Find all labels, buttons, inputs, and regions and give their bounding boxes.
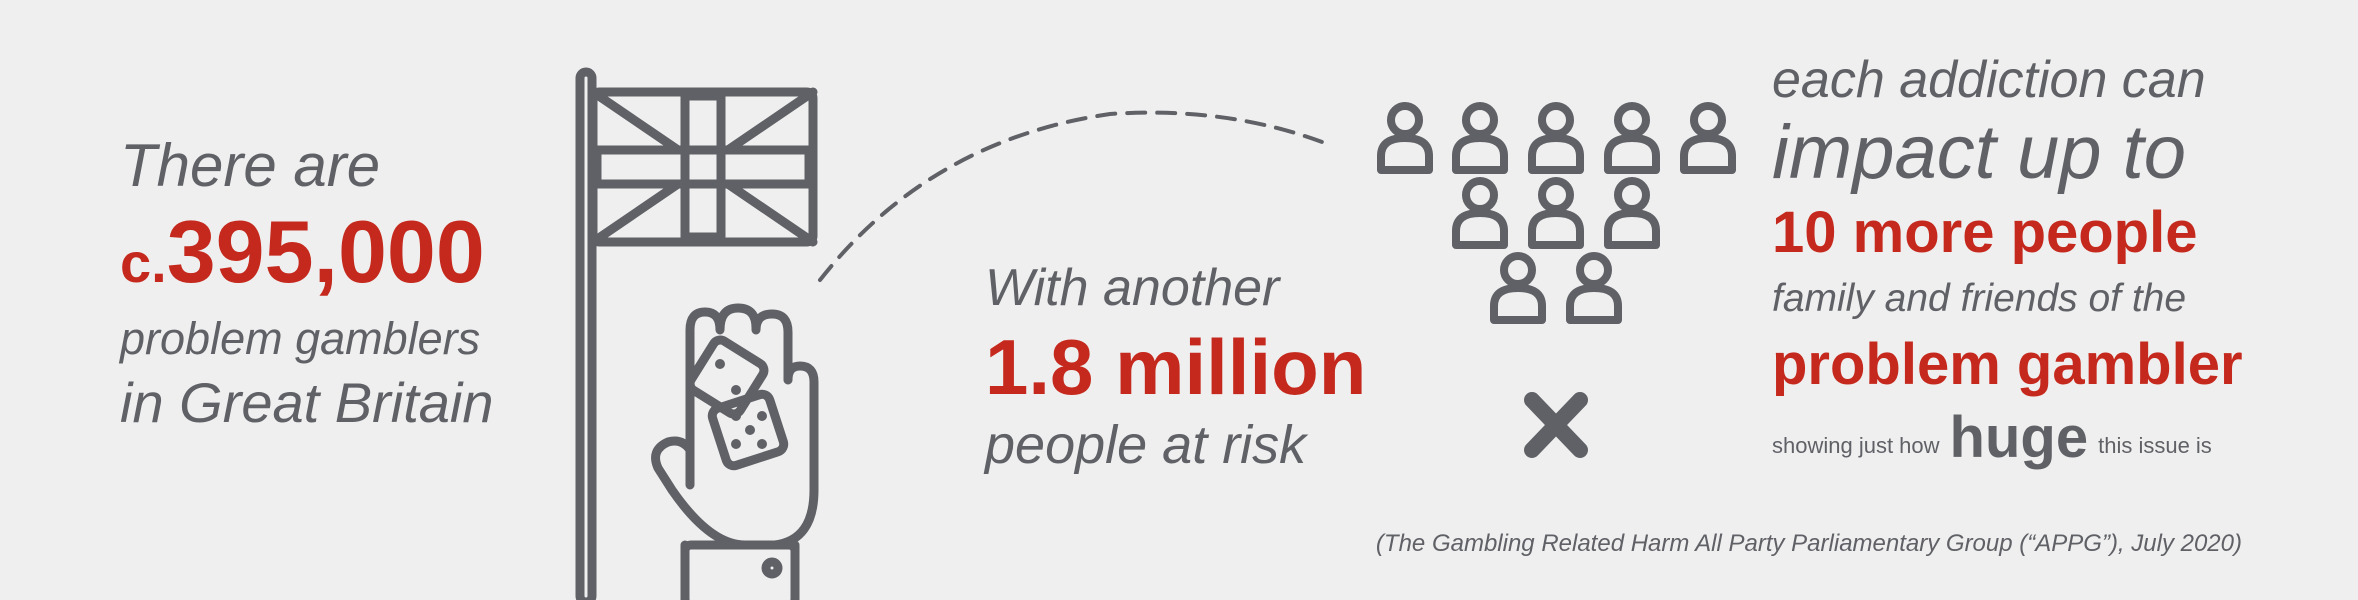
impact-line-1: each addiction can (1772, 51, 2206, 109)
circa-prefix: c. (120, 231, 167, 294)
impact-summary: showing just how huge this issue is (1772, 402, 2332, 482)
problem-gambler-label: problem gambler (1772, 332, 2243, 397)
summary-post: this issue is (2098, 433, 2212, 458)
impact-line-4: family and friends of the (1772, 277, 2187, 320)
person-icon-row-2 (1456, 181, 1656, 245)
at-risk-intro: With another (985, 259, 1280, 317)
intro-text: There are (120, 132, 381, 199)
person-icon-row-3 (1494, 256, 1618, 320)
people-pyramid-icon (1370, 88, 1740, 458)
figure-value: 395,000 (166, 202, 485, 301)
person-icon-row-1 (1381, 106, 1732, 170)
at-risk-figure: 1.8 million (985, 323, 1367, 411)
summary-pre: showing just how (1772, 433, 1940, 458)
at-risk-label: people at risk (985, 415, 1307, 475)
stat-problem-gamblers: There are c.395,000 problem gamblers in … (120, 128, 540, 439)
problem-gamblers-figure: c.395,000 (120, 204, 540, 311)
problem-gamblers-label: problem gamblers (120, 313, 481, 364)
hand-dice-icon (651, 303, 819, 600)
union-flag-icon (575, 67, 818, 600)
location-label: in Great Britain (120, 371, 494, 434)
dashed-arc-connector (818, 110, 1332, 282)
impact-figure: 10 more people (1772, 200, 2198, 265)
summary-huge: huge (1949, 405, 2089, 470)
impact-statement: each addiction can impact up to 10 more … (1772, 50, 2332, 482)
stat-at-risk: With another 1.8 million people at risk (985, 255, 1445, 477)
impact-line-2: impact up to (1772, 110, 2186, 195)
cross-icon (1524, 392, 1588, 458)
source-citation: (The Gambling Related Harm All Party Par… (1375, 530, 2242, 557)
